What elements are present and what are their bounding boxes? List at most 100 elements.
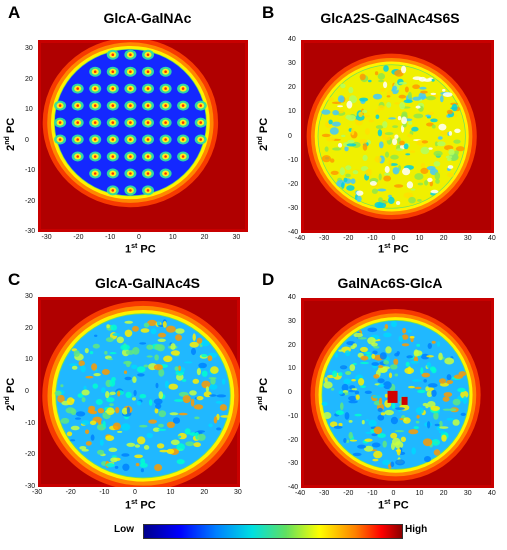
heatmap-speck: [169, 412, 179, 416]
heatmap-speck: [354, 413, 362, 417]
heatmap-speck: [98, 420, 102, 425]
heatmap-spot-peak: [129, 87, 132, 90]
heatmap-speck: [338, 349, 343, 352]
heatmap-spot-peak: [93, 87, 97, 90]
heatmap-speck: [193, 404, 204, 410]
y-tick-label: -10: [25, 419, 36, 427]
heatmap-speck: [93, 373, 101, 377]
heatmap-speck: [435, 178, 440, 184]
heatmap-speck: [377, 378, 385, 383]
heatmap-speck: [431, 389, 437, 397]
heatmap-speck: [415, 407, 424, 415]
panel-letter-d: D: [262, 270, 275, 289]
heatmap-speck: [356, 190, 364, 196]
heatmap-speck: [323, 412, 332, 419]
heatmap-speck: [420, 167, 429, 174]
heatmap-speck: [60, 384, 64, 388]
heatmap-spot-peak: [111, 121, 115, 124]
heatmap-spot-peak: [146, 87, 150, 90]
heatmap-speck: [436, 341, 441, 347]
heatmap-speck: [379, 141, 384, 149]
y-tick-label: 30: [288, 317, 296, 325]
heatmap-speck: [110, 324, 118, 331]
heatmap-speck: [386, 95, 391, 98]
heatmap-speck: [396, 201, 401, 205]
heatmap-speck: [362, 143, 368, 151]
heatmap-speck: [390, 154, 399, 160]
heatmap-speck: [364, 438, 373, 442]
heatmap-speck: [112, 333, 120, 336]
heatmap-speck: [97, 449, 105, 455]
heatmap-speck: [462, 396, 468, 404]
heatmap-speck: [372, 350, 378, 355]
heatmap-speck: [175, 334, 182, 341]
heatmap-speck: [392, 85, 398, 91]
heatmap-speck: [413, 426, 419, 430]
heatmap-speck: [132, 397, 136, 401]
heatmap-speck: [78, 360, 85, 367]
x-tick-label: 40: [488, 235, 496, 242]
x-tick-label: 20: [200, 234, 209, 241]
heatmap-speck: [358, 378, 365, 386]
y-tick-label: 40: [288, 294, 296, 301]
heatmap-speck: [166, 448, 175, 455]
heatmap-speck: [157, 332, 167, 338]
heatmap-speck: [394, 102, 400, 105]
heatmap-speck: [91, 363, 98, 371]
y-tick-label: -10: [288, 412, 299, 420]
heatmap-speck: [373, 346, 380, 349]
heatmap-speck: [412, 96, 422, 101]
heatmap-speck: [379, 397, 383, 405]
heatmap-speck: [332, 110, 339, 116]
heatmap-speck: [401, 334, 409, 340]
heatmap-speck: [349, 439, 358, 442]
heatmap-speck: [196, 337, 203, 344]
heatmap-spot-peak: [181, 104, 185, 107]
heatmap-speck: [460, 390, 469, 399]
heatmap-speck: [371, 433, 378, 437]
heatmap-speck: [348, 400, 358, 404]
heatmap-speck: [430, 118, 438, 123]
heatmap-speck: [190, 398, 195, 407]
heatmap-speck: [393, 358, 399, 365]
heatmap-speck: [453, 139, 461, 144]
heatmap-speck: [419, 86, 427, 90]
heatmap-speck: [375, 109, 380, 114]
heatmap-speck: [379, 352, 387, 360]
heatmap-speck: [400, 436, 406, 442]
heatmap-speck: [326, 136, 335, 142]
heatmap-speck: [216, 394, 227, 398]
heatmap-speck: [174, 399, 184, 402]
heatmap-speck: [109, 391, 116, 395]
heatmap-hole: [401, 396, 408, 405]
heatmap-speck: [408, 385, 415, 389]
heatmap-speck: [321, 155, 331, 163]
heatmap-speck: [430, 92, 437, 96]
heatmap-speck: [124, 329, 133, 337]
heatmap-speck: [404, 367, 414, 374]
heatmap-speck: [196, 396, 204, 401]
heatmap-speck: [426, 421, 431, 429]
heatmap-speck: [170, 343, 176, 350]
heatmap-spot-peak: [58, 121, 62, 124]
heatmap-speck: [110, 457, 118, 463]
heatmap-speck: [382, 459, 391, 466]
heatmap-speck: [434, 423, 440, 427]
heatmap-speck: [108, 447, 118, 452]
heatmap-speck: [415, 105, 421, 109]
heatmap-speck: [131, 364, 138, 369]
heatmap-speck: [81, 389, 90, 396]
heatmap-speck: [125, 391, 132, 398]
heatmap-speck: [428, 147, 433, 150]
heatmap-speck: [348, 420, 353, 423]
heatmap-speck: [398, 81, 407, 85]
heatmap-speck: [158, 391, 164, 399]
heatmap-speck: [162, 321, 167, 328]
x-tick-label: -10: [367, 235, 378, 242]
heatmap-speck: [398, 94, 407, 99]
heatmap-spot-peak: [181, 87, 185, 90]
heatmap-speck: [377, 202, 387, 208]
heatmap-speck: [420, 353, 430, 360]
heatmap-speck: [394, 373, 399, 377]
heatmap-speck: [163, 355, 173, 363]
